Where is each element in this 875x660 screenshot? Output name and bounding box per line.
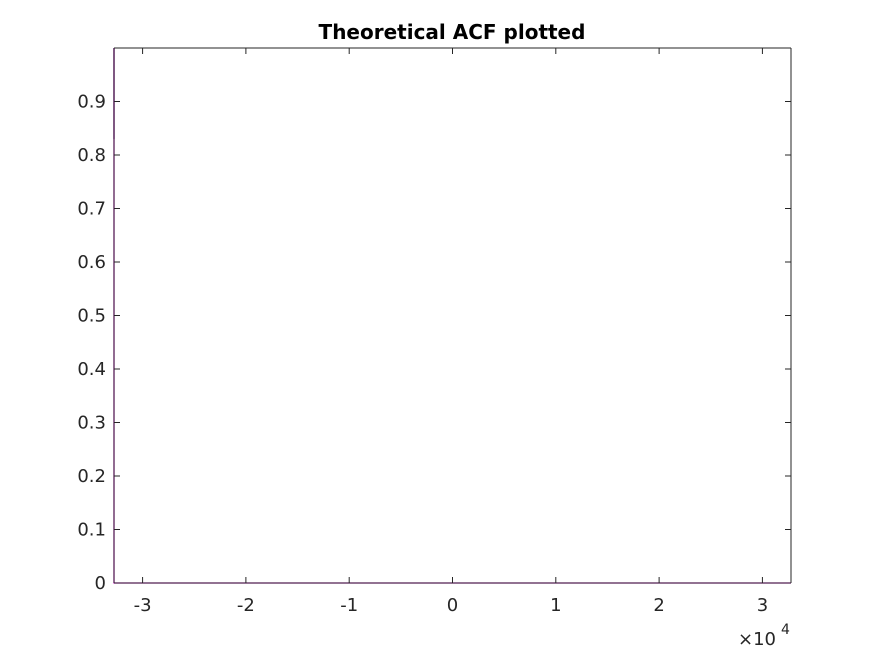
x-tick-label: 3: [757, 595, 768, 616]
x-axis-exponent: ×10 4: [738, 622, 790, 650]
y-tick-label: 0.7: [77, 199, 106, 220]
x-tick-label: 2: [653, 595, 664, 616]
chart-title: Theoretical ACF plotted: [319, 20, 586, 44]
x-tick-label: -2: [237, 595, 255, 616]
x-tick-label: 0: [447, 595, 458, 616]
y-tick-label: 0: [95, 573, 106, 594]
y-tick-label: 0.3: [77, 413, 106, 434]
x-tick-label: -1: [340, 595, 358, 616]
x-exponent-base: ×10: [738, 629, 776, 650]
y-tick-label: 0.1: [77, 520, 106, 541]
y-tick-label: 0.2: [77, 466, 106, 487]
y-tick-label: 0.5: [77, 306, 106, 327]
x-exponent-power: 4: [781, 622, 790, 638]
x-tick-label: -3: [134, 595, 152, 616]
plot-area: [114, 48, 791, 583]
x-tick-label: 1: [550, 595, 561, 616]
y-tick-label: 0.9: [77, 92, 106, 113]
y-tick-label: 0.4: [77, 359, 106, 380]
plot-background: [114, 48, 791, 583]
y-tick-label: 0.6: [77, 252, 106, 273]
ticks-layer: -3 -2 -1 0 1 2 3 0 0.1 0.2 0.3 0.4 0.5 0.6 0.7 0.8 0.9: [77, 48, 791, 616]
y-tick-label: 0.8: [77, 145, 106, 166]
